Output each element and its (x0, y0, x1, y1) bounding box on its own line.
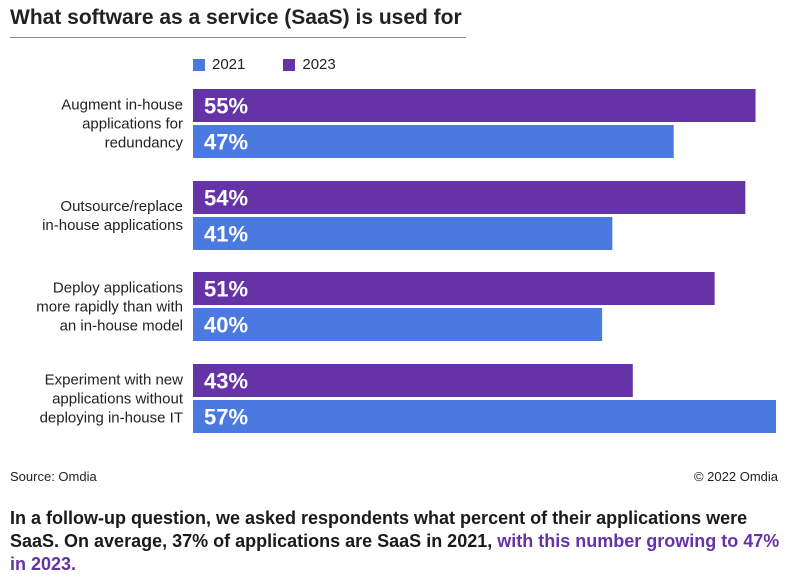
legend-label-2023: 2023 (302, 56, 336, 73)
category-label: applications for (82, 116, 183, 133)
category-label: redundancy (105, 135, 184, 152)
bar-value-label: 43% (204, 369, 248, 394)
legend-label-2021: 2021 (212, 56, 246, 73)
category-label: more rapidly than with (36, 299, 183, 316)
bar-chart: Augment in-house applications for redundan… (36, 89, 776, 433)
category-label: Augment in-house (61, 97, 183, 114)
category-label: Outsource/replace (60, 198, 183, 215)
bar-2021 (193, 217, 613, 250)
bar-value-label: 51% (204, 277, 248, 302)
bar-value-label: 57% (204, 405, 248, 430)
category-label: in-house applications (42, 217, 183, 234)
legend-swatch-2021 (193, 58, 205, 71)
bar-value-label: 40% (204, 313, 248, 338)
category-label: deploying in-house IT (40, 410, 183, 427)
bar-2023 (193, 272, 715, 305)
bar-2023 (193, 89, 756, 122)
category-label: applications without (52, 391, 184, 408)
chart-title: What software as a service (SaaS) is use… (10, 6, 462, 29)
category-label: Experiment with new (45, 372, 184, 389)
source-note: Source: Omdia (10, 469, 97, 484)
bar-value-label: 41% (204, 222, 248, 247)
title-divider (10, 37, 466, 38)
bar-value-label: 54% (204, 186, 248, 211)
bar-value-label: 47% (204, 130, 248, 155)
bar-2021 (193, 400, 776, 433)
bar-2023 (193, 181, 746, 214)
legend-item-2023: 2023 (283, 56, 336, 73)
bar-value-label: 55% (204, 94, 248, 119)
legend-item-2021: 2021 (193, 56, 245, 73)
category-label: an in-house model (60, 318, 183, 335)
chart-legend: 2021 2023 (193, 56, 374, 73)
footnote-plain: In a follow-up question, we asked respon… (10, 508, 748, 551)
category-label: Deploy applications (53, 280, 183, 297)
footnote-text: In a follow-up question, we asked respon… (10, 507, 790, 576)
bar-2021 (193, 125, 674, 158)
footnote-highlight: with this number growing to 47% in 2023. (10, 531, 780, 574)
bar-2023 (193, 364, 633, 397)
bar-2021 (193, 308, 603, 341)
copyright-note: © 2022 Omdia (693, 469, 778, 484)
legend-swatch-2023 (283, 58, 296, 71)
